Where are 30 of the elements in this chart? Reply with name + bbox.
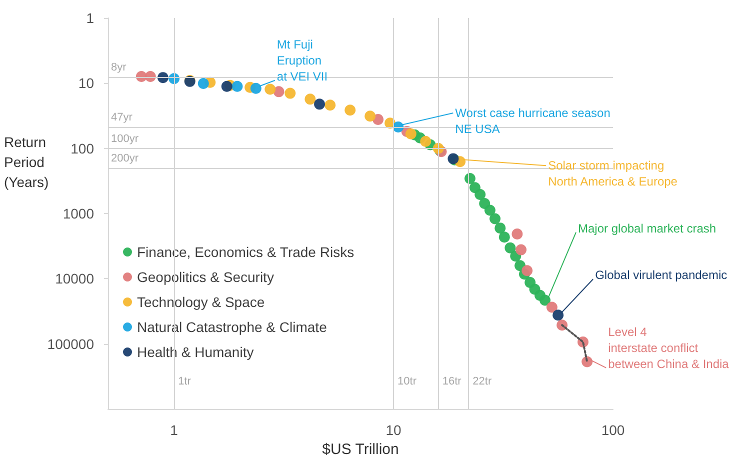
ref-line-label: 10tr xyxy=(398,376,417,388)
ref-line-label: 100yr xyxy=(111,132,139,145)
legend-label: Technology & Space xyxy=(137,294,265,310)
y-axis-title: Return Period (Years) xyxy=(4,134,49,190)
x-tick-label: 100 xyxy=(601,422,625,438)
x-axis-title: $US Trillion xyxy=(322,441,399,458)
annotation: Global virulent pandemic xyxy=(595,268,728,282)
y-tick-label: 1000 xyxy=(62,206,94,222)
y-tick-label: 10000 xyxy=(55,270,94,287)
annotation: Solar storm impacting North America & Europe xyxy=(548,158,678,189)
annotation: Level 4 interstate conflict between China & India xyxy=(608,324,730,371)
legend-label: Geopolitics & Security xyxy=(137,269,274,285)
annotation: Worst case hurricane season NE USA xyxy=(455,106,610,136)
x-tick-label: 10 xyxy=(386,422,402,438)
y-tick-label: 100 xyxy=(70,140,94,156)
annotation: Mt Fuji Eruption at VEI VII xyxy=(276,37,328,84)
annotation: Major global market crash xyxy=(578,221,716,236)
x-tick-label: 1 xyxy=(170,422,178,438)
y-tick-label: 1 xyxy=(86,10,94,26)
ref-line-label: 47yr xyxy=(111,111,133,124)
y-tick-label: 100000 xyxy=(47,336,94,352)
ref-line-label: 8yr xyxy=(111,61,127,74)
ref-line-label: 22tr xyxy=(472,376,492,388)
legend-label: Natural Catastrophe & Climate xyxy=(137,319,328,335)
ref-line-label: 1tr xyxy=(178,376,192,388)
y-tick-label: 10 xyxy=(78,75,94,92)
legend-label: Finance, Economics & Trade Risks xyxy=(137,244,354,260)
legend-label: Health & Humanity xyxy=(137,344,254,360)
ref-line-label: 16tr xyxy=(442,376,462,388)
ref-line-label: 200yr xyxy=(111,152,139,164)
